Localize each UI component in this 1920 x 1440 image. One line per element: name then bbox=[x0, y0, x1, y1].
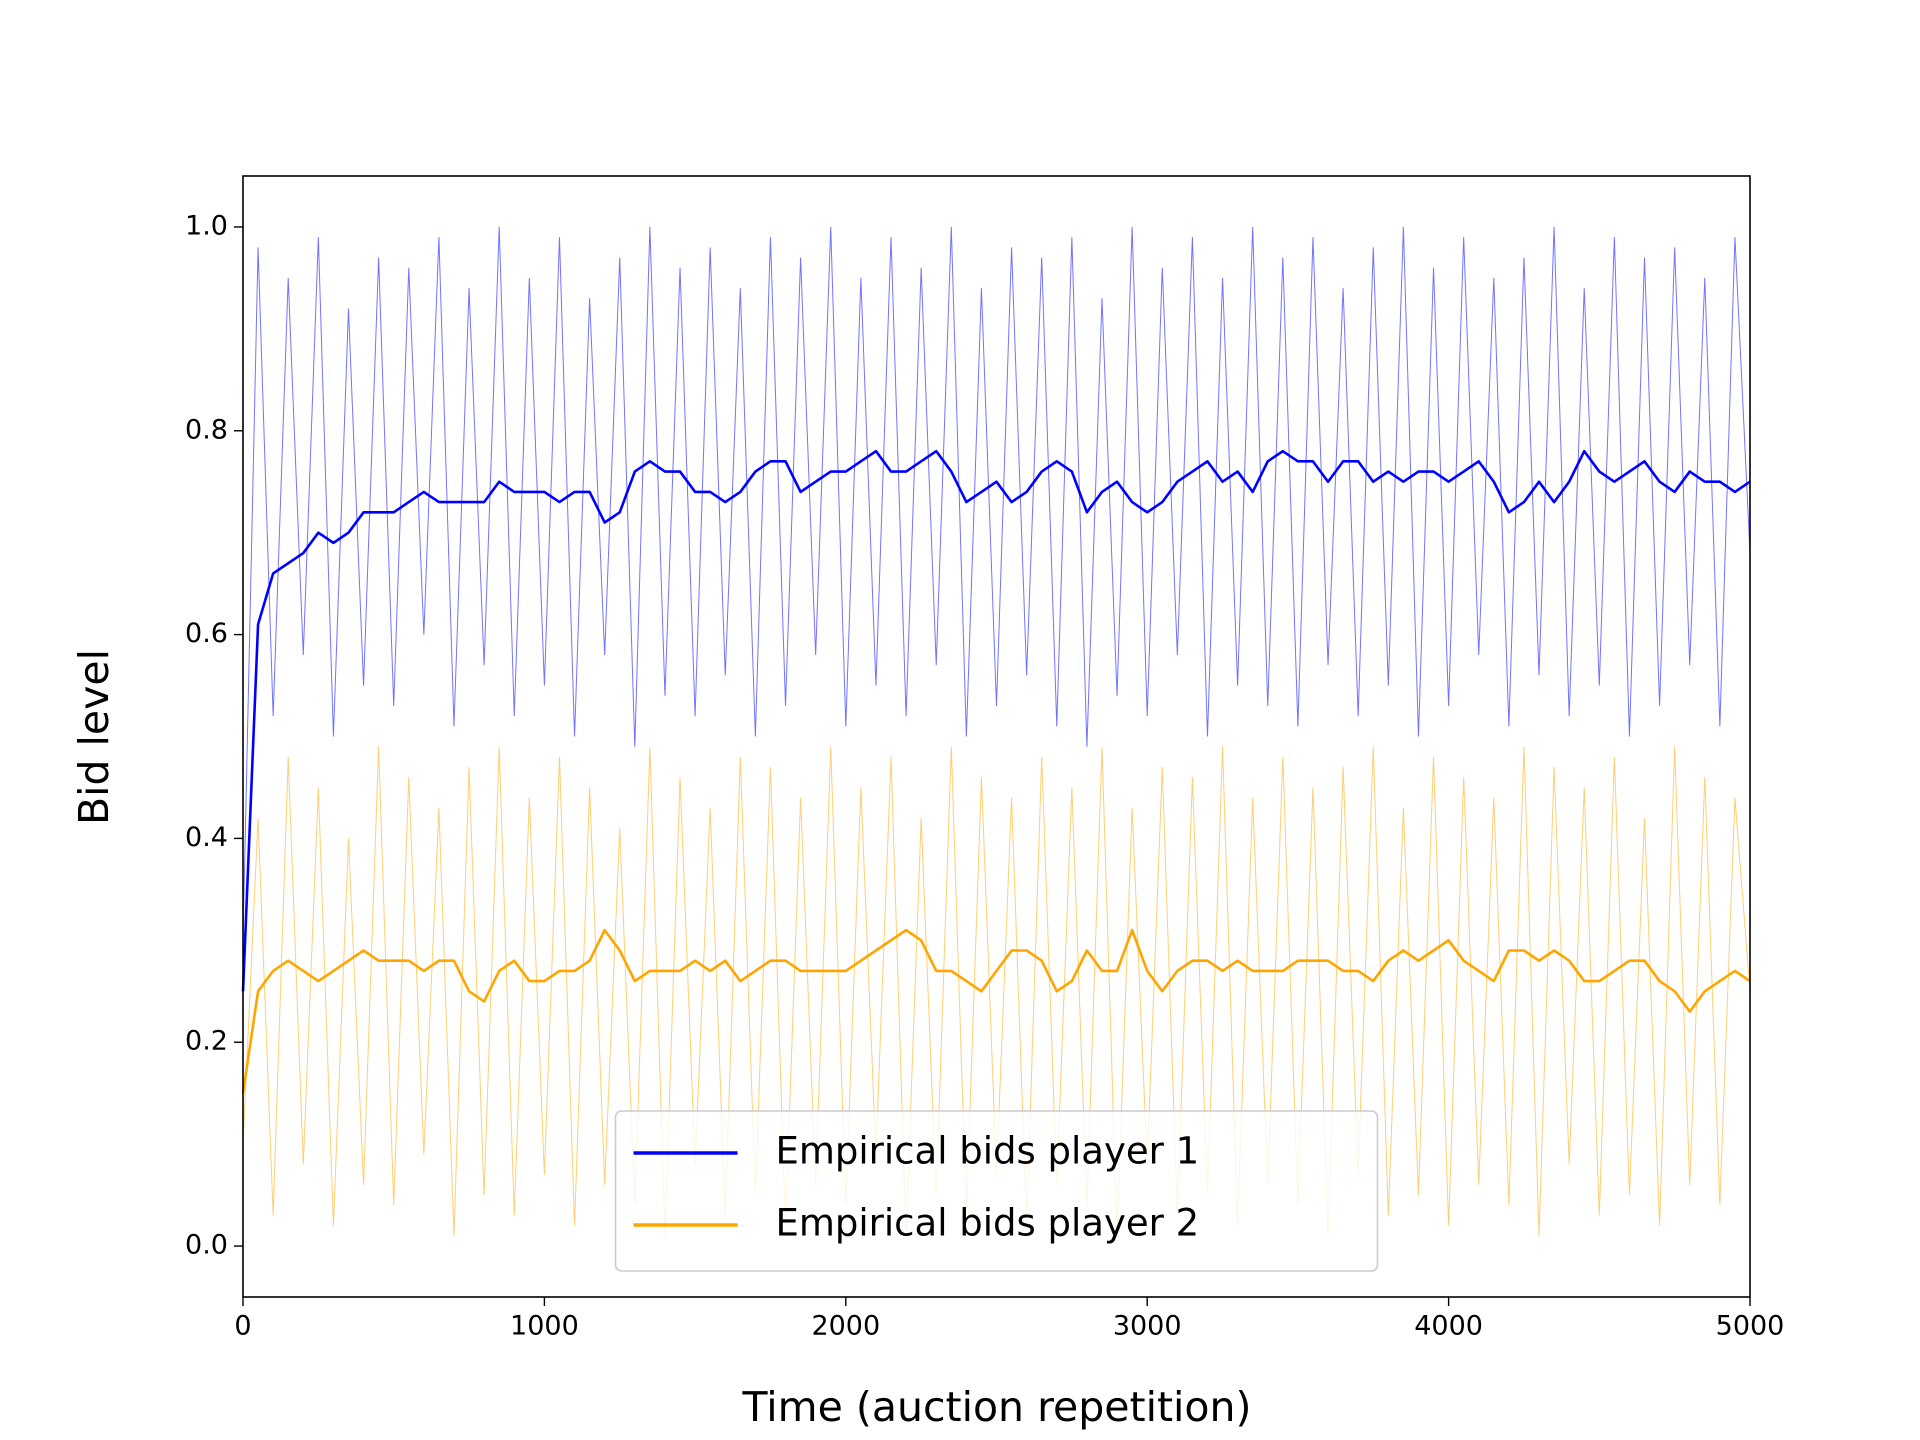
legend-box bbox=[614, 1110, 1379, 1272]
x-tick-label: 5000 bbox=[1716, 1311, 1785, 1342]
x-tick-label: 4000 bbox=[1414, 1311, 1483, 1342]
y-tick-label: 0.0 bbox=[185, 1230, 228, 1261]
y-tick-label: 0.2 bbox=[185, 1026, 228, 1057]
x-axis-label: Time (auction repetition) bbox=[741, 1383, 1251, 1431]
legend-label: Empirical bids player 2 bbox=[776, 1202, 1200, 1245]
raw-bid-line bbox=[242, 226, 1751, 941]
x-tick-label: 2000 bbox=[811, 1311, 880, 1342]
y-tick-label: 0.6 bbox=[185, 618, 228, 649]
plot-frame bbox=[242, 175, 1751, 1298]
series-line bbox=[241, 928, 1751, 1094]
series-line bbox=[241, 449, 1751, 992]
x-tick-label: 0 bbox=[234, 1311, 251, 1342]
legend-label: Empirical bids player 1 bbox=[776, 1130, 1200, 1173]
y-tick-label: 1.0 bbox=[185, 210, 228, 241]
y-tick-label: 0.8 bbox=[185, 414, 228, 445]
x-tick-label: 3000 bbox=[1113, 1311, 1182, 1342]
y-axis-label: Bid level bbox=[70, 649, 118, 825]
x-tick-label: 1000 bbox=[510, 1311, 579, 1342]
y-tick-label: 0.4 bbox=[185, 822, 228, 853]
